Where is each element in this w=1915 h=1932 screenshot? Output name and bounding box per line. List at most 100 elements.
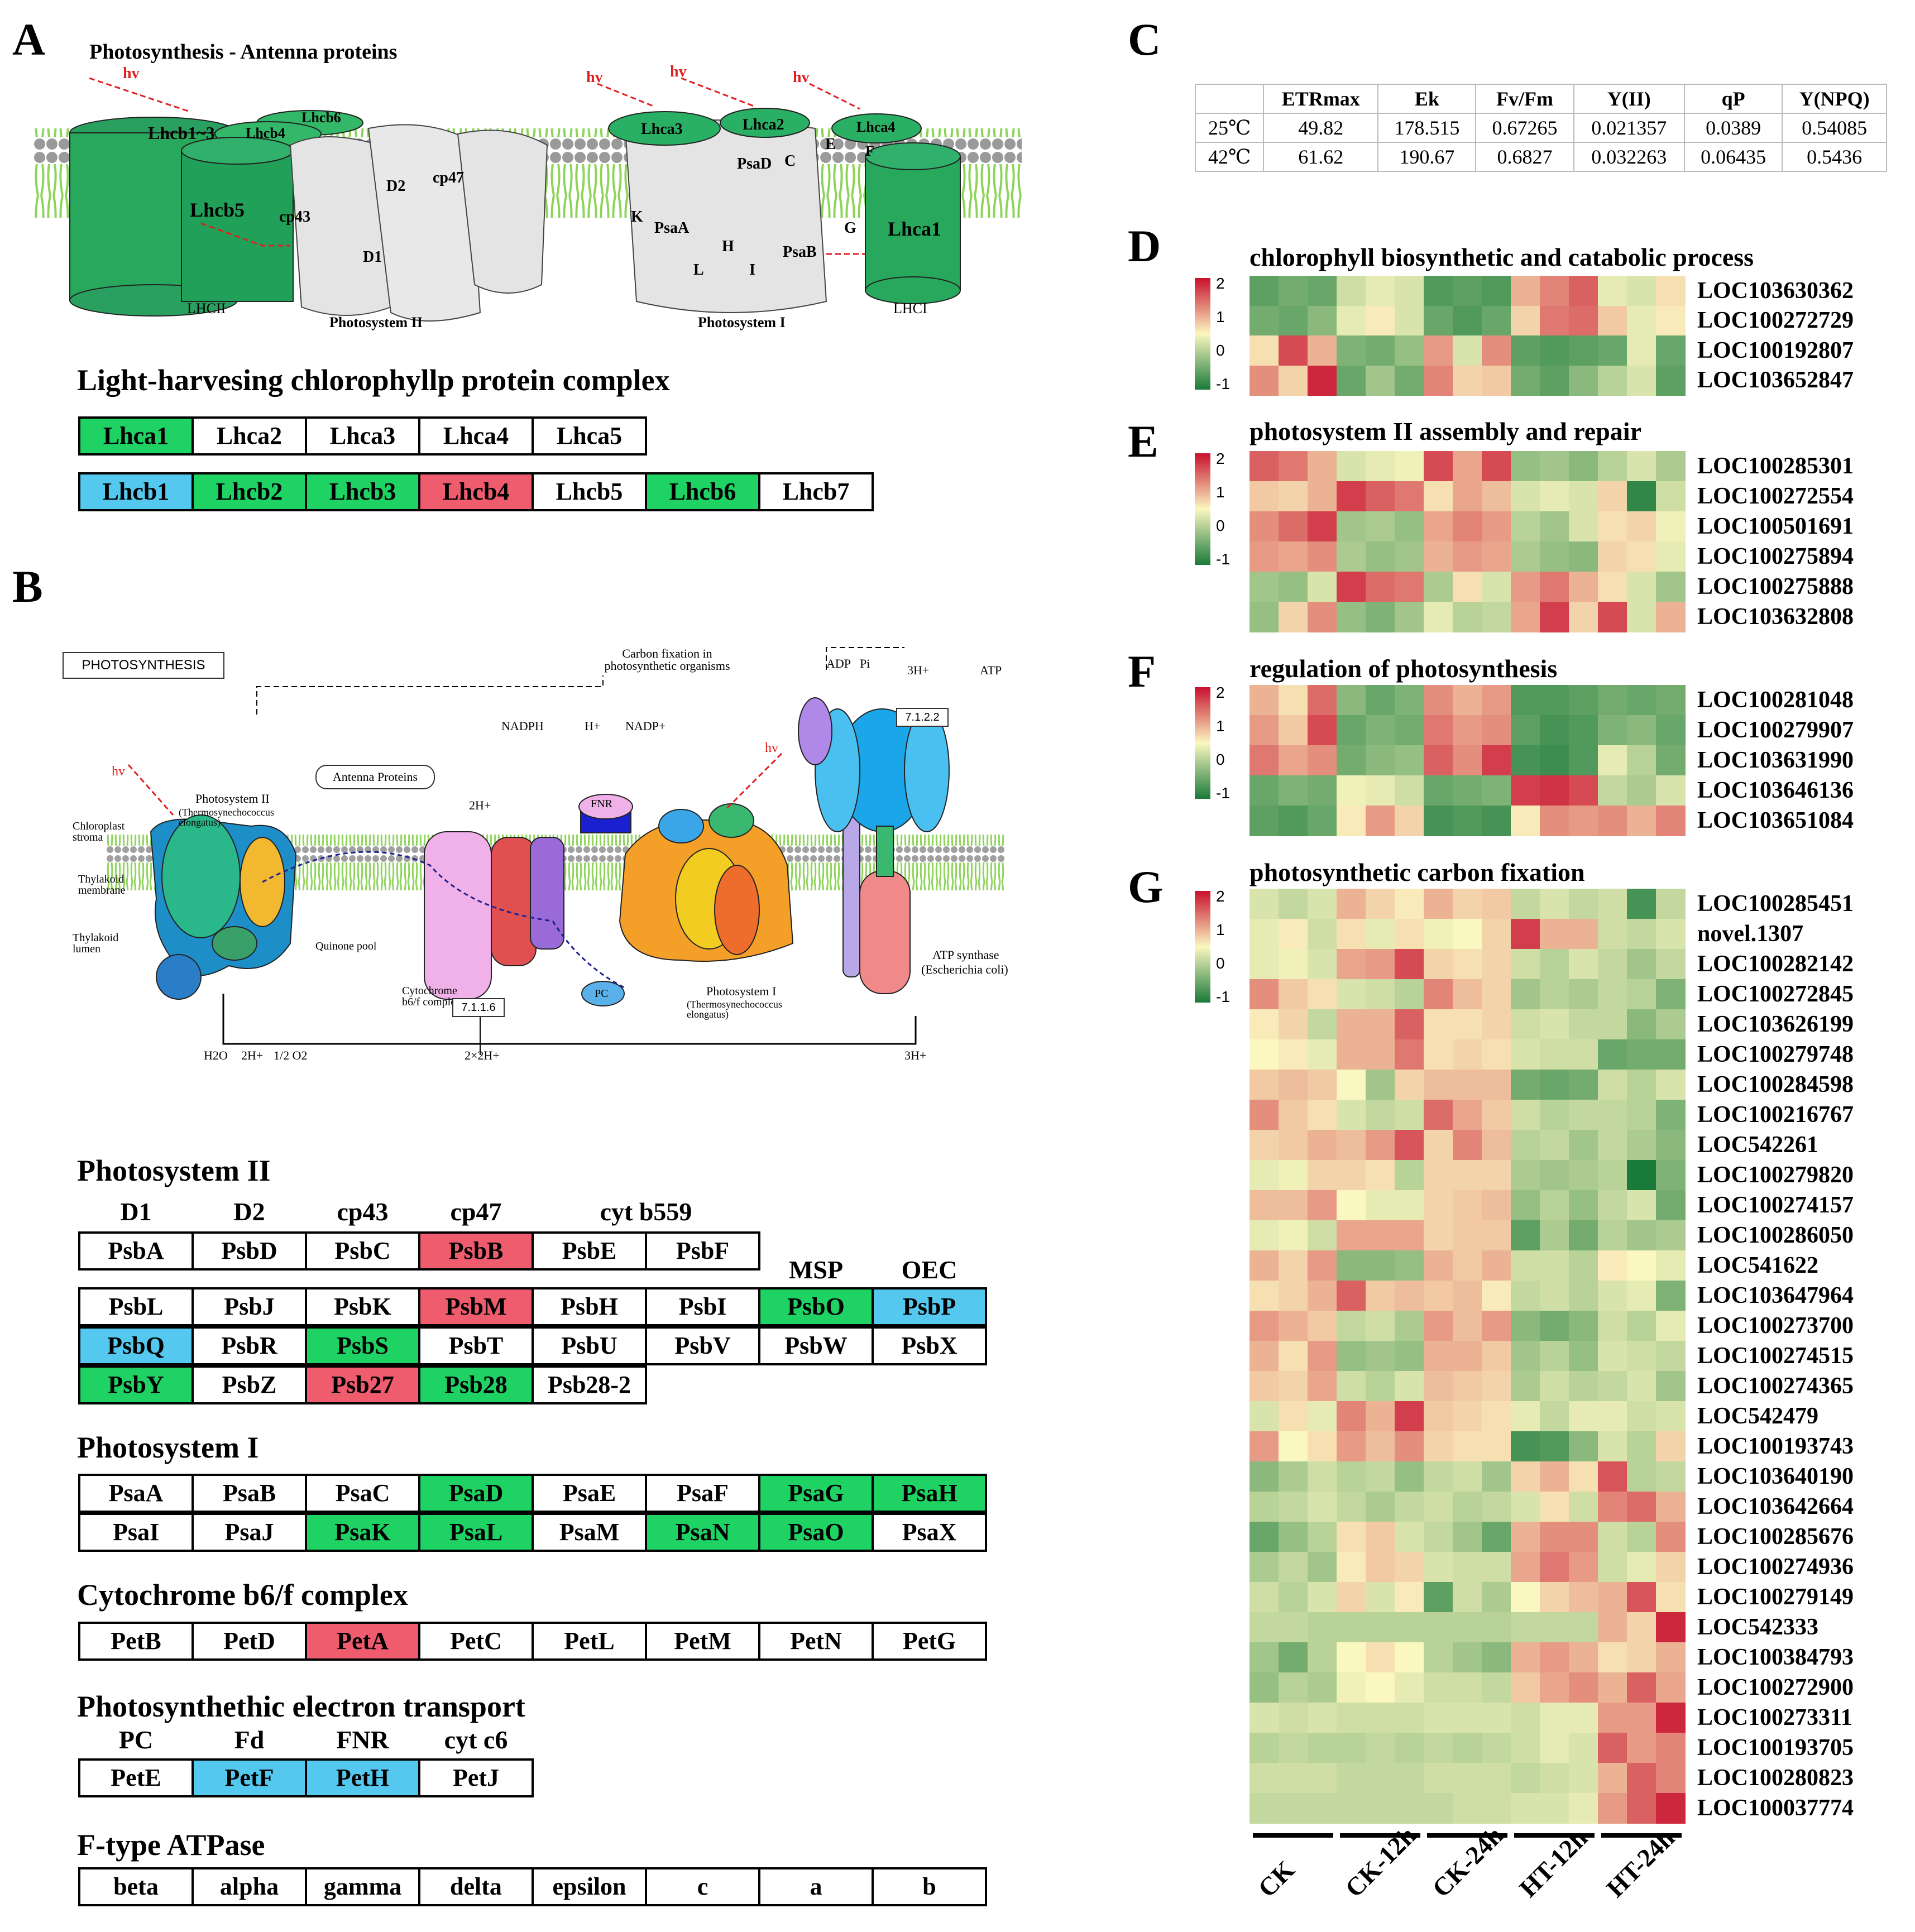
gene-row-label: LOC100274157 xyxy=(1697,1192,1854,1218)
heatmap-cell xyxy=(1337,451,1366,482)
heatmap-cell xyxy=(1366,602,1395,632)
heatmap-cell xyxy=(1395,1552,1424,1583)
heatmap-cell xyxy=(1569,1461,1598,1492)
gene-row-label: novel.1307 xyxy=(1697,921,1804,947)
gene-row-label: LOC103631990 xyxy=(1697,747,1854,773)
gene-box-epsilon: epsilon xyxy=(532,1867,647,1906)
heatmap-cell xyxy=(1598,1552,1627,1583)
heatmap-cell xyxy=(1453,1371,1482,1402)
heatmap-cell xyxy=(1366,1190,1395,1221)
heatmap-cell xyxy=(1627,1492,1657,1522)
heatmap-cell xyxy=(1424,1642,1453,1673)
heatmap-cell xyxy=(1482,1160,1511,1191)
heatmap-cell xyxy=(1424,1341,1453,1372)
heatmap-cell xyxy=(1337,1793,1366,1824)
heatmap-cell xyxy=(1395,572,1424,602)
group-header-cyt-b559: cyt b559 xyxy=(600,1197,692,1226)
lumen-label: Thylakoid lumen xyxy=(73,932,119,955)
gene-row-label: LOC100384793 xyxy=(1697,1645,1854,1670)
group-label: CK xyxy=(1252,1855,1300,1903)
heatmap-cell xyxy=(1656,1703,1686,1733)
gene-row-label: LOC100279820 xyxy=(1697,1162,1854,1188)
heatmap-cell xyxy=(1424,919,1453,950)
heatmap-cell xyxy=(1627,1552,1657,1583)
heatmap-cell xyxy=(1395,1009,1424,1040)
heatmap-cell xyxy=(1511,511,1540,542)
heatmap-cell xyxy=(1337,1311,1366,1341)
gene-box-beta: beta xyxy=(78,1867,194,1906)
heatmap-cell xyxy=(1598,481,1627,512)
heatmap-cell xyxy=(1511,1763,1540,1794)
table-cell: 61.62 xyxy=(1263,142,1379,172)
heatmap-cell xyxy=(1395,451,1424,482)
heatmap-cell xyxy=(1569,541,1598,572)
gene-row-label: LOC103630362 xyxy=(1697,277,1854,304)
panel-b-letter: B xyxy=(12,561,43,612)
heatmap-cell xyxy=(1395,1190,1424,1221)
heatmap-cell xyxy=(1511,305,1540,336)
heatmap-cell xyxy=(1424,1552,1453,1583)
heatmap-cell xyxy=(1337,715,1366,746)
heatmap-cell xyxy=(1569,919,1598,950)
heatmap-cell xyxy=(1395,276,1424,306)
heatmap-cell xyxy=(1279,511,1308,542)
heatmap-cell xyxy=(1482,365,1511,396)
heatmap-cell xyxy=(1540,1220,1569,1251)
heatmap-cell xyxy=(1569,481,1598,512)
heatmap-cell xyxy=(1366,1763,1395,1794)
heatmap-cell xyxy=(1395,1612,1424,1643)
gene-row-label: LOC100279149 xyxy=(1697,1584,1854,1610)
heatmap-cell xyxy=(1424,1220,1453,1251)
heatmap-cell xyxy=(1395,889,1424,919)
heatmap-cell xyxy=(1337,1100,1366,1130)
heatmap-cell xyxy=(1453,1341,1482,1372)
color-scale-tick: 2 xyxy=(1216,888,1225,905)
ec-7116-box: 7.1.1.6 xyxy=(452,998,505,1017)
heatmap-cell xyxy=(1395,1431,1424,1462)
heatmap-cell xyxy=(1482,1763,1511,1794)
gene-box-psbf: PsbF xyxy=(645,1231,760,1271)
group-header-cyt-c6: cyt c6 xyxy=(444,1725,508,1754)
heatmap-cell xyxy=(1395,1100,1424,1130)
heatmap-cell xyxy=(1627,1522,1657,1552)
heatmap-cell xyxy=(1511,1341,1540,1372)
heatmap-cell xyxy=(1511,806,1540,836)
psaa-label: PsaA xyxy=(654,219,690,237)
psab-label: PsaB xyxy=(783,243,817,261)
heatmap-cell xyxy=(1366,949,1395,980)
gene-row-label: LOC100275888 xyxy=(1697,574,1854,600)
heatmap-title: regulation of photosynthesis xyxy=(1249,654,1558,683)
heatmap-cell xyxy=(1540,1341,1569,1372)
heatmap-cell xyxy=(1540,1100,1569,1130)
gene-row-label: LOC103647964 xyxy=(1697,1283,1854,1308)
heatmap-cell xyxy=(1598,979,1627,1010)
heatmap-cell xyxy=(1656,1642,1686,1673)
gene-box-psbp: PsbP xyxy=(872,1287,987,1326)
gene-box-psbh: PsbH xyxy=(532,1287,647,1326)
gene-box-psbx: PsbX xyxy=(872,1326,987,1365)
heatmap-cell xyxy=(1279,715,1308,746)
2h-plus-bottom-label: 2H+ xyxy=(241,1048,264,1062)
heatmap-cell xyxy=(1453,481,1482,512)
heatmap-cell xyxy=(1656,1130,1686,1161)
gene-box-lhca3: Lhca3 xyxy=(305,416,420,456)
group-bar xyxy=(1340,1833,1420,1838)
heatmap-cell xyxy=(1279,1672,1308,1703)
heatmap-cell xyxy=(1627,1100,1657,1130)
gene-box-lhcb3: Lhcb3 xyxy=(305,472,420,511)
heatmap-cell xyxy=(1279,1642,1308,1673)
heatmap-cell xyxy=(1366,365,1395,396)
gene-box-psbt: PsbT xyxy=(418,1326,534,1365)
gene-box-lhcb7: Lhcb7 xyxy=(758,472,874,511)
heatmap-cell xyxy=(1308,1160,1337,1191)
psii-label: Photosystem II xyxy=(329,314,423,330)
heatmap-cell xyxy=(1598,1371,1627,1402)
heatmap-cell xyxy=(1308,572,1337,602)
heatmap-cell xyxy=(1482,511,1511,542)
gene-box-psbw: PsbW xyxy=(758,1326,874,1365)
heatmap-cell xyxy=(1569,1070,1598,1100)
heatmap-cell xyxy=(1308,806,1337,836)
heatmap-cell xyxy=(1249,1070,1279,1100)
heatmap-cell xyxy=(1482,1070,1511,1100)
table-cell: 0.67265 xyxy=(1475,113,1574,143)
